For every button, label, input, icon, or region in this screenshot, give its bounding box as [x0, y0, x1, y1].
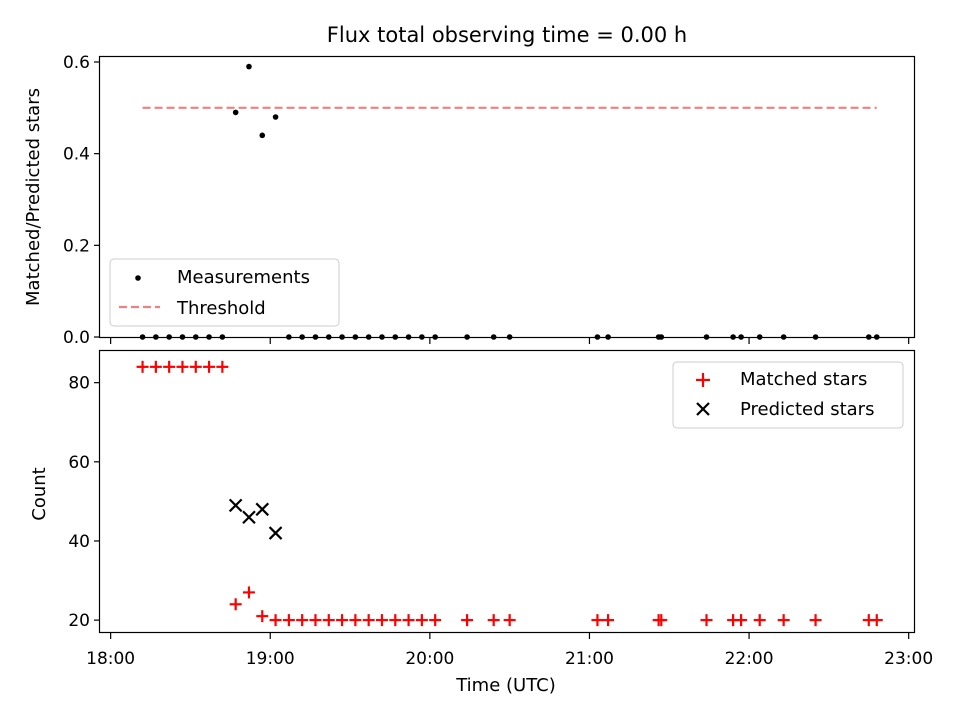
matched-stars-point: [655, 614, 668, 627]
legend-predicted-label: Predicted stars: [740, 399, 874, 420]
matched-stars-point: [461, 614, 474, 627]
matched-stars-point: [362, 614, 375, 627]
legend-matched-label: Matched stars: [740, 369, 867, 390]
x-stroke-b: [268, 526, 283, 540]
bottom-axes-frame: [98, 349, 916, 634]
matched-stars-point: [602, 614, 615, 627]
measurement-point: [272, 114, 279, 120]
x-tick-label: 23:00: [884, 649, 933, 669]
matched-stars-point: [389, 614, 402, 627]
matched-stars-point: [700, 614, 713, 627]
matched-legend-marker: [696, 373, 710, 387]
measurement-point: [259, 132, 266, 139]
matched-stars-point: [269, 614, 282, 627]
predicted-stars-point: [228, 498, 243, 513]
matched-stars-point: [189, 360, 202, 373]
matched-stars-point: [336, 614, 349, 627]
matched-stars-point: [242, 586, 255, 599]
matched-stars-point: [591, 614, 604, 627]
matched-stars-point: [870, 614, 883, 627]
matched-stars-point: [229, 598, 242, 611]
top-axes-frame: [98, 55, 916, 339]
x-tick-label: 20:00: [405, 649, 454, 669]
top-y-axis-label: Matched/Predicted stars: [23, 88, 44, 306]
predicted-stars-point: [255, 502, 270, 517]
measurement-point: [246, 63, 252, 70]
legend-measurements-label: Measurements: [177, 267, 310, 288]
matched-stars-point: [203, 360, 216, 373]
matched-stars-point: [256, 610, 269, 623]
bottom-y-axis-label: Count: [29, 467, 50, 520]
predicted-stars-point: [268, 526, 283, 540]
top-legend-box: [109, 258, 340, 327]
matched-stars-point: [296, 614, 309, 627]
x-stroke-b: [228, 498, 243, 513]
x-stroke-b: [242, 510, 256, 525]
top-axis-ticks: 0.0 0.2 0.4 0.6: [63, 53, 910, 348]
matched-stars-point: [216, 360, 229, 373]
measurements-legend-marker: [135, 275, 141, 281]
x-tick-label: 21:00: [565, 649, 614, 669]
top-y-tick-label: 0.0: [63, 328, 90, 348]
matched-stars-point: [503, 614, 516, 627]
x-tick-label: 18:00: [86, 649, 135, 669]
matched-stars-point: [809, 614, 822, 627]
top-y-tick-label: 0.4: [63, 145, 90, 165]
bottom-legend-box: [672, 361, 904, 429]
bottom-y-tick-label: 40: [68, 532, 90, 552]
matched-stars-point: [429, 614, 442, 627]
matched-stars-point: [176, 360, 189, 373]
top-y-tick-label: 0.2: [63, 236, 90, 256]
top-legend: Measurements Threshold: [109, 258, 340, 327]
matched-stars-point: [735, 614, 748, 627]
bottom-y-tick-label: 20: [68, 611, 90, 631]
matched-stars-point: [349, 614, 362, 627]
matched-stars-point: [322, 614, 335, 627]
matched-stars-point: [402, 614, 415, 627]
measurement-point: [232, 109, 239, 116]
matched-stars-point: [753, 614, 766, 627]
bottom-y-tick-label: 80: [68, 374, 90, 394]
matched-stars-point: [136, 360, 149, 373]
bottom-axis-ticks: 20 40 60 80 18:00 19:00 20:00 21:00 22:00 23:00: [68, 374, 933, 669]
x-tick-label: 22:00: [725, 649, 774, 669]
x-tick-label: 19:00: [246, 649, 295, 669]
predicted-stars-point: [242, 510, 256, 525]
bottom-y-tick-label: 60: [68, 453, 90, 473]
x-stroke-b: [255, 502, 270, 517]
top-y-tick-label: 0.6: [63, 53, 90, 73]
matched-stars-point: [487, 614, 500, 627]
matched-stars-point: [282, 614, 295, 627]
matched-stars-point: [777, 614, 790, 627]
matched-stars-point: [163, 360, 176, 373]
legend-threshold-label: Threshold: [176, 298, 266, 319]
chart-title: Flux total observing time = 0.00 h: [327, 23, 687, 47]
matched-stars-point: [415, 614, 428, 627]
bottom-legend: Matched stars Predicted stars: [672, 361, 904, 429]
predicted-legend-marker: [696, 402, 710, 416]
matched-stars-point: [375, 614, 388, 627]
matched-stars-point: [149, 360, 162, 373]
matched-stars-point: [309, 614, 322, 627]
bottom-plot-area: [136, 360, 883, 627]
x-axis-label: Time (UTC): [455, 675, 556, 696]
